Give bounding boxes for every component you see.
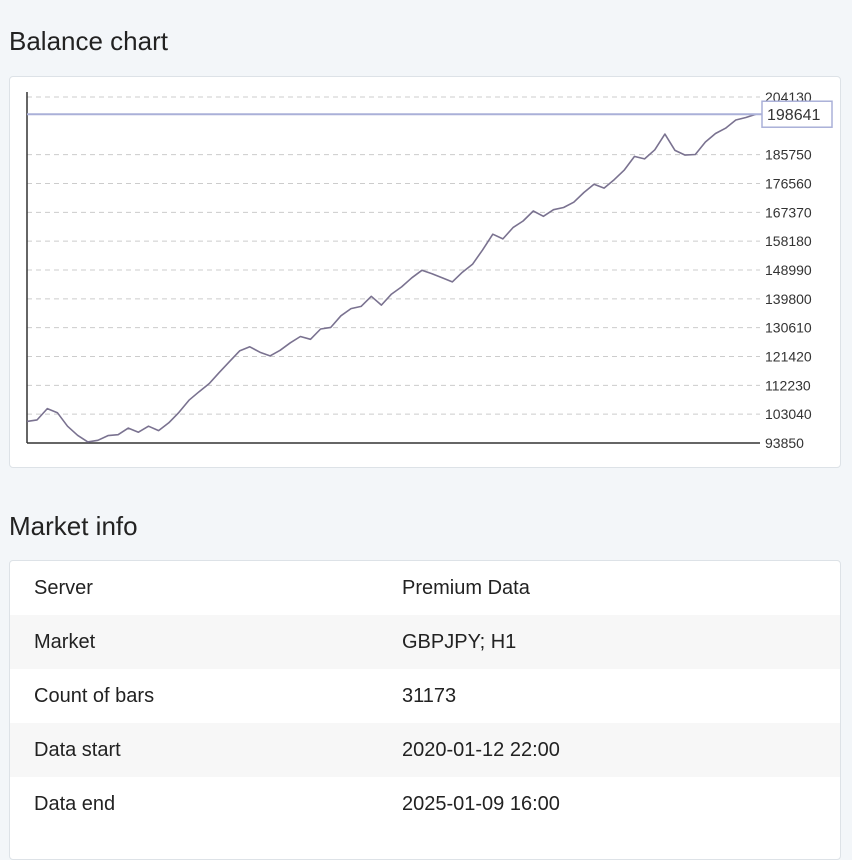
info-row-count-of-bars: Count of bars 31173	[10, 669, 840, 723]
info-value: 31173	[402, 684, 457, 707]
y-tick-label: 103040	[765, 406, 812, 422]
info-row-data-end: Data end 2025-01-09 16:00	[10, 777, 840, 831]
y-tick-label: 158180	[765, 233, 812, 249]
info-label: Data start	[34, 738, 121, 761]
info-label: Server	[34, 576, 93, 599]
info-label: Market	[34, 630, 96, 653]
y-tick-label: 139800	[765, 291, 812, 307]
y-tick-label: 148990	[765, 262, 812, 278]
balance-series-line	[26, 113, 757, 443]
current-value-label: 198641	[767, 107, 820, 124]
balance-chart-card: 93850 103040 112230 121420 130610 139800 14899…	[9, 76, 841, 468]
info-value: GBPJPY; H1	[402, 630, 517, 653]
y-tick-label: 121420	[765, 349, 812, 365]
y-tick-label: 130610	[765, 320, 812, 336]
current-value-box	[761, 100, 833, 128]
info-row-server: Server Premium Data	[10, 561, 840, 615]
info-label: Count of bars	[34, 684, 155, 707]
y-tick-label: 93850	[765, 435, 804, 451]
info-value: 2025-01-09 16:00	[402, 792, 560, 815]
y-tick-label: 167370	[765, 204, 812, 220]
info-value: 2020-01-12 22:00	[402, 738, 560, 761]
y-tick-label: 112230	[765, 377, 811, 393]
y-tick-label: 185750	[765, 147, 812, 163]
info-label: Data end	[34, 792, 116, 815]
balance-chart-title: Balance chart	[9, 26, 168, 56]
info-row-data-start: Data start 2020-01-12 22:00	[10, 723, 840, 777]
info-value: Premium Data	[402, 576, 530, 599]
market-info-table: Server Premium Data Market GBPJPY; H1 Co…	[9, 560, 841, 860]
market-info-title: Market info	[9, 511, 138, 541]
info-row-market: Market GBPJPY; H1	[10, 615, 840, 669]
balance-chart: 93850 103040 112230 121420 130610 139800 14899…	[26, 89, 833, 451]
y-tick-label: 176560	[765, 176, 812, 192]
